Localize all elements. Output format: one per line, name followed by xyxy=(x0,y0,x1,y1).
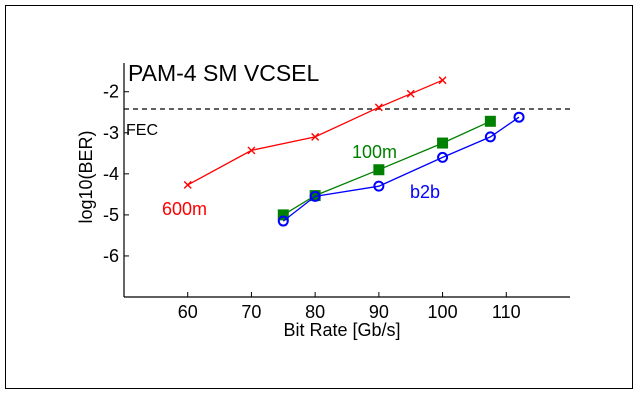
data-point-x-marker xyxy=(374,103,383,112)
data-point-circle-marker xyxy=(437,151,449,163)
data-point-square-marker xyxy=(484,115,496,127)
data-point-square-marker xyxy=(437,137,449,149)
axes xyxy=(123,63,570,298)
y-tick-label: -3 xyxy=(103,123,119,143)
data-point-x-marker xyxy=(311,132,320,141)
data-point-circle-marker xyxy=(277,215,289,227)
series-600m xyxy=(183,76,447,189)
data-point-circle-marker xyxy=(309,190,321,202)
x-tick-label: 70 xyxy=(241,302,261,322)
data-point-circle-marker xyxy=(373,180,385,192)
series-label-600m: 600m xyxy=(162,199,207,219)
series-line-600m xyxy=(187,79,443,186)
y-tick-label: -4 xyxy=(103,164,119,184)
x-tick-label: 60 xyxy=(178,302,198,322)
x-tick-label: 100 xyxy=(428,302,458,322)
series-line-b2b xyxy=(282,116,520,222)
x-tick-label: 90 xyxy=(369,302,389,322)
fec-threshold: FEC xyxy=(124,108,570,139)
data-point-circle-marker xyxy=(484,131,496,143)
x-tick-label: 80 xyxy=(305,302,325,322)
x-tick-label: 110 xyxy=(492,302,521,322)
x-axis-label: Bit Rate [Gb/s] xyxy=(283,320,400,340)
data-point-x-marker xyxy=(247,146,256,155)
data-point-x-marker xyxy=(183,180,192,189)
series-100m xyxy=(277,115,496,221)
figure-frame xyxy=(5,5,633,389)
chart-title: PAM-4 SM VCSEL xyxy=(128,60,319,86)
series-b2b xyxy=(277,111,525,227)
series-layer xyxy=(183,76,525,227)
y-axis-label: log10(BER) xyxy=(76,130,96,223)
fec-label: FEC xyxy=(126,122,158,139)
data-point-square-marker xyxy=(373,164,385,176)
y-tick-label: -5 xyxy=(103,205,119,225)
x-ticks: 60 70 80 90 100 110 xyxy=(178,292,521,322)
series-label-100m: 100m xyxy=(352,142,397,162)
y-ticks: -2 -3 -4 -5 -6 xyxy=(103,82,129,266)
data-point-square-marker xyxy=(309,190,321,202)
data-point-circle-marker xyxy=(513,111,525,123)
y-tick-label: -2 xyxy=(103,82,119,102)
data-point-x-marker xyxy=(438,76,447,85)
y-tick-label: -6 xyxy=(103,246,119,266)
data-point-square-marker xyxy=(277,209,289,221)
series-label-b2b: b2b xyxy=(410,182,440,202)
data-point-x-marker xyxy=(406,89,415,98)
